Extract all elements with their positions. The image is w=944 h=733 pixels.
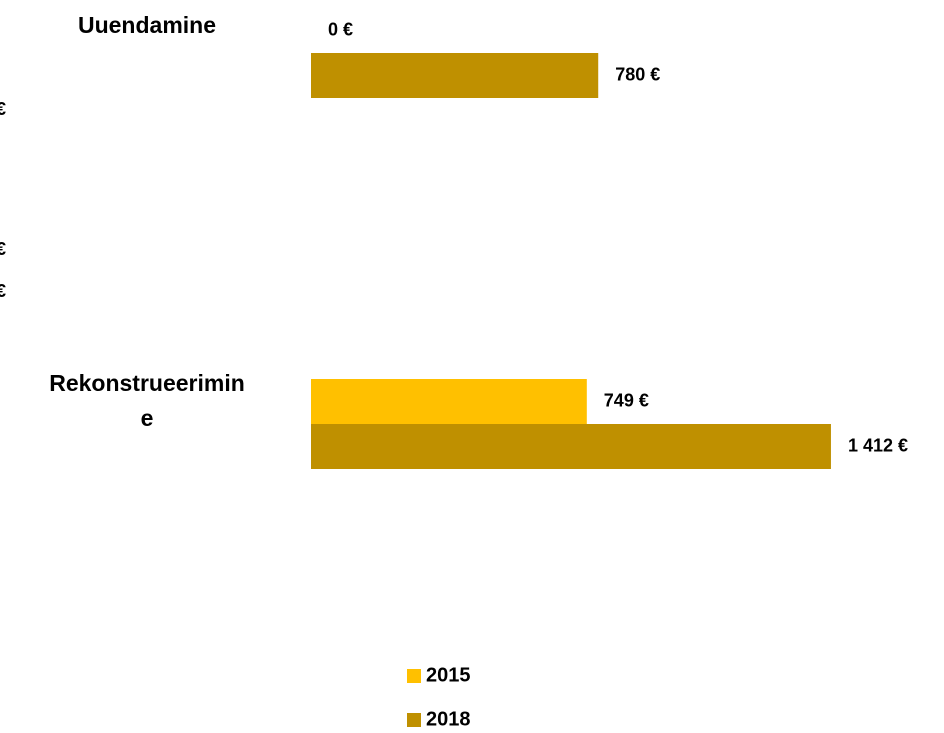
value-label: 0 € [328,19,353,39]
legend-label: 2018 [426,708,471,730]
value-label: 780 € [615,64,660,84]
legend-label: 2015 [426,664,471,686]
legend-swatch [407,669,421,683]
edge-fragment: € [0,281,6,301]
bar [311,53,599,98]
legend-swatch [407,713,421,727]
edge-fragment: € [0,239,6,259]
bar [311,379,587,424]
category-label: Uuendamine [78,12,216,38]
edge-fragment: € [0,99,6,119]
category-label: Rekonstrueerimin e [49,370,245,431]
value-label: 749 € [604,390,649,410]
value-label: 1 412 € [848,435,908,455]
bar [311,424,831,469]
